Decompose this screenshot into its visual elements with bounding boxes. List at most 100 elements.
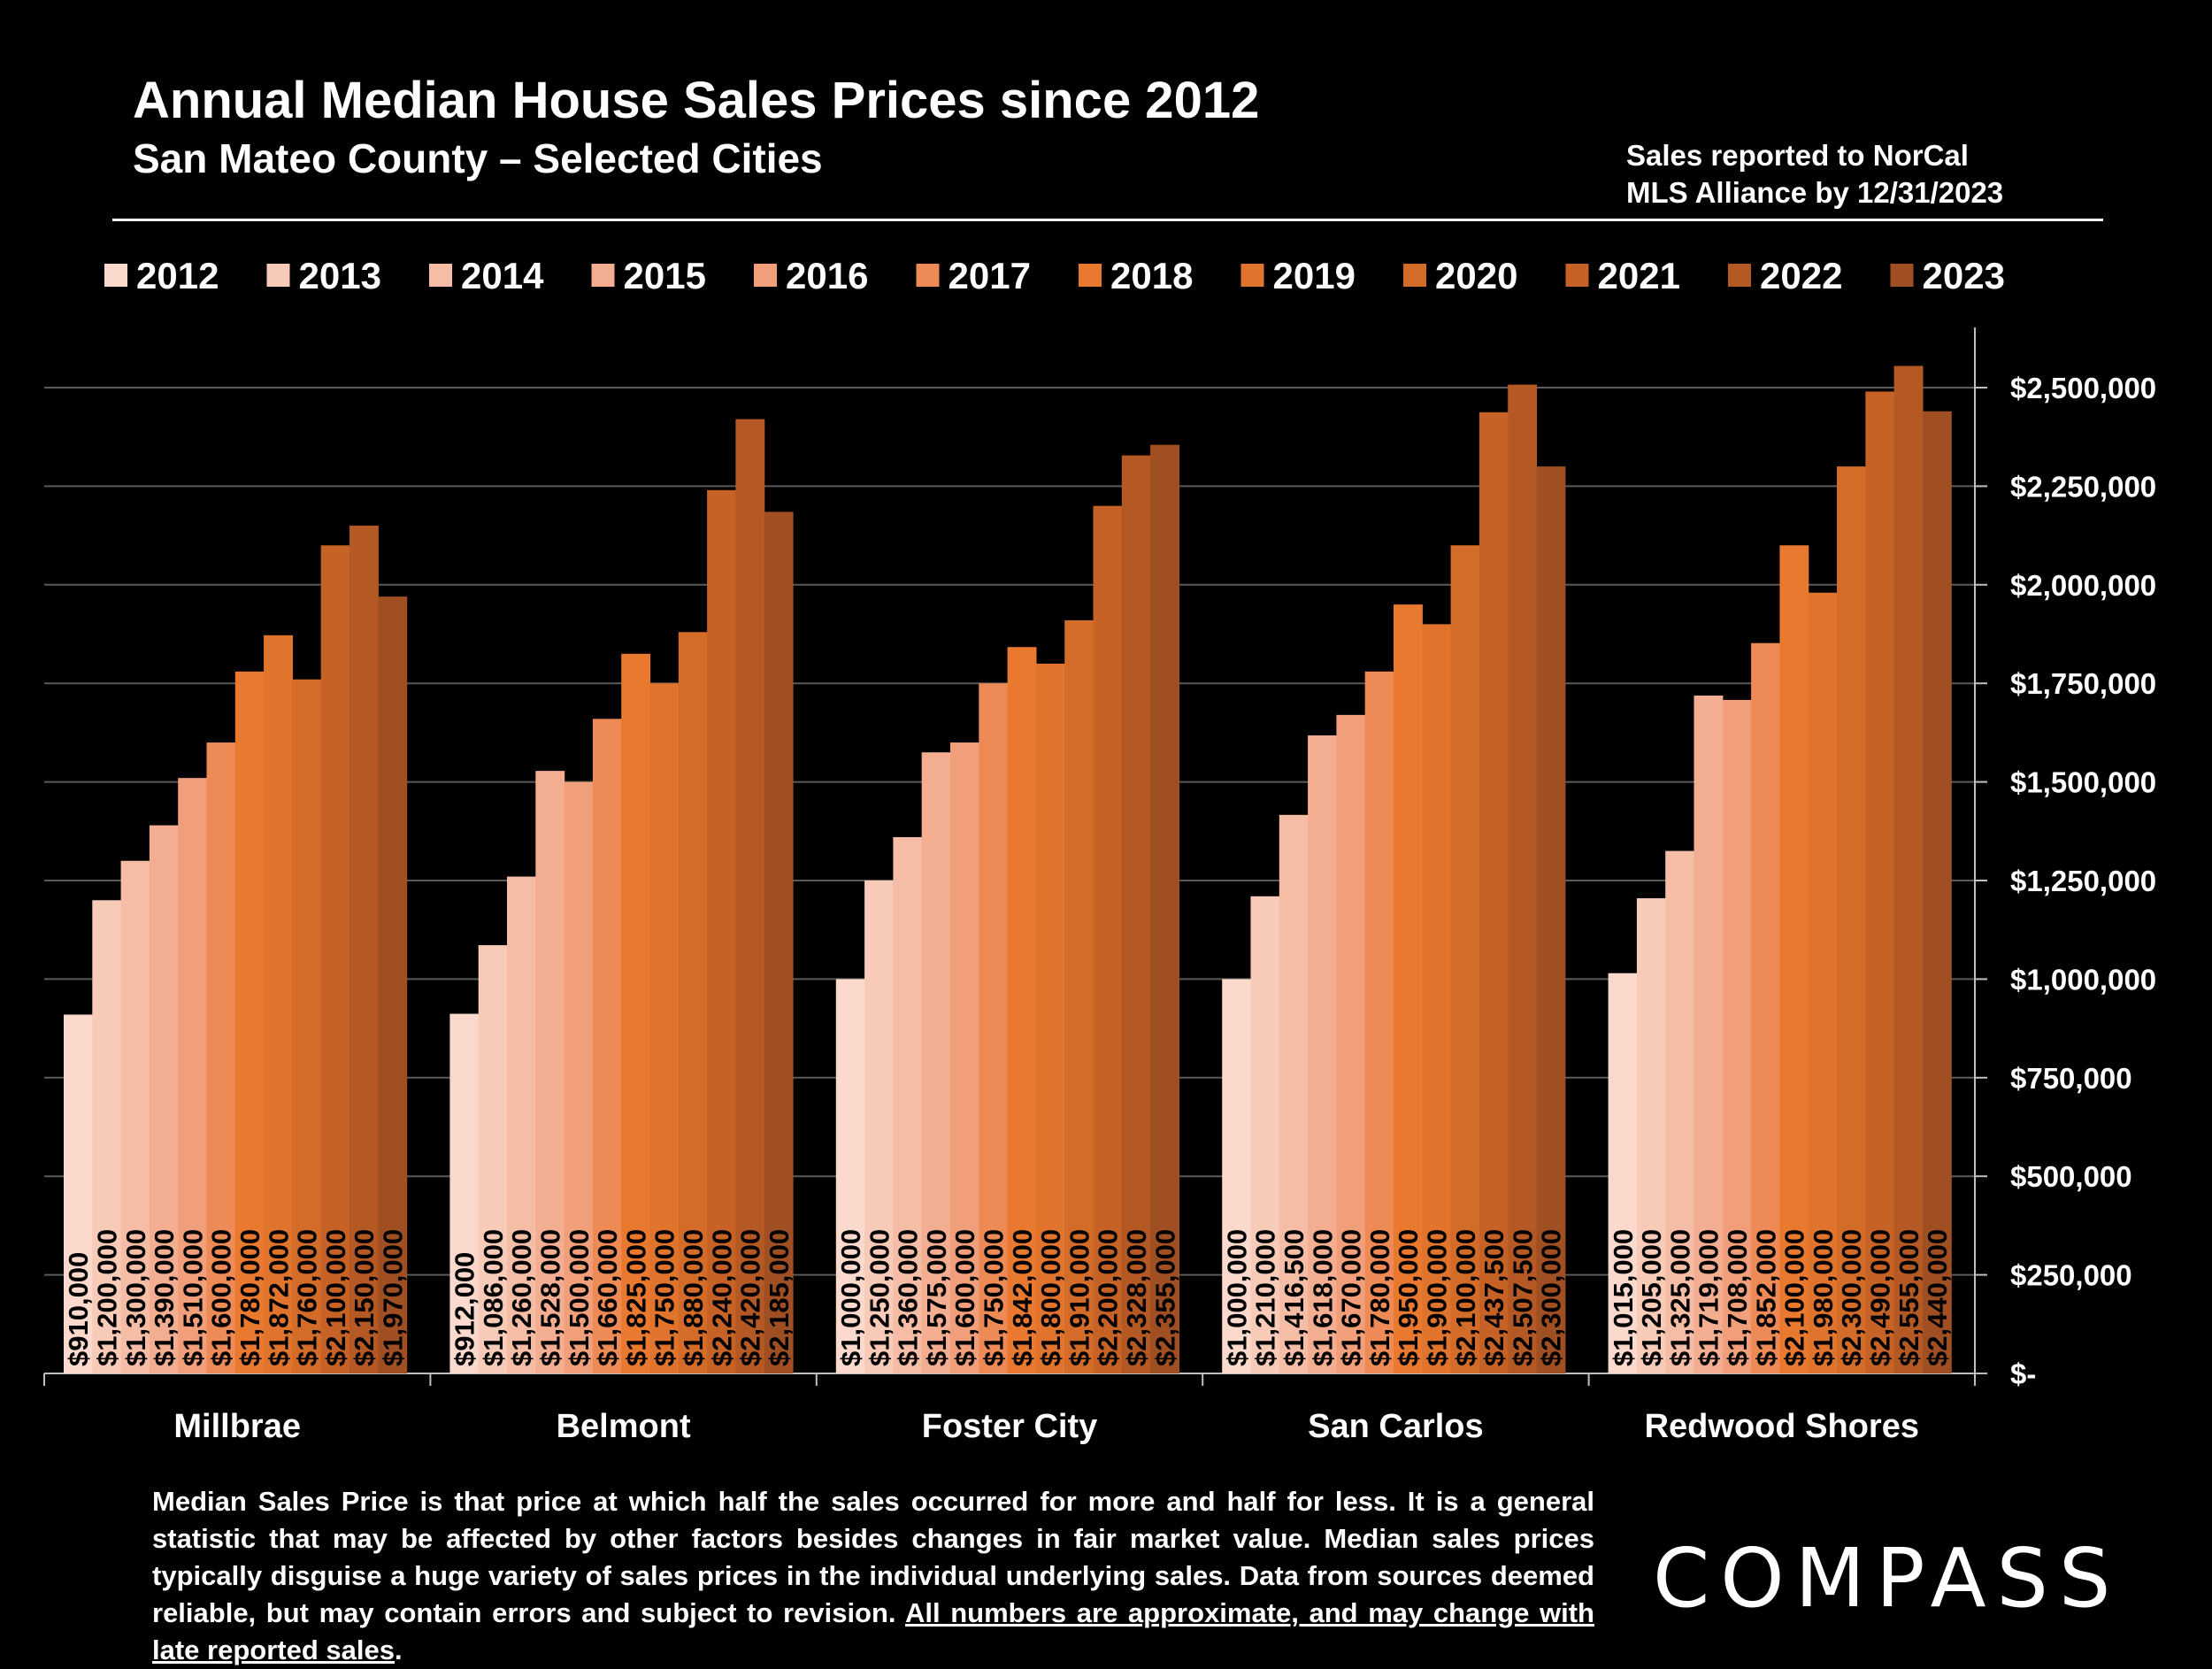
bar-2020 <box>678 632 708 1373</box>
data-label: $1,205,000 <box>1636 1229 1667 1366</box>
legend-label-2013: 2013 <box>299 255 381 296</box>
legend-label-2015: 2015 <box>624 255 706 296</box>
chart-subtitle: San Mateo County – Selected Cities <box>133 135 823 181</box>
data-label: $2,100,000 <box>1779 1229 1810 1366</box>
header-divider <box>112 219 2103 221</box>
bar-2017 <box>592 719 622 1373</box>
bar-2018 <box>1394 604 1423 1373</box>
data-label: $1,842,000 <box>1007 1229 1038 1366</box>
bar-chart: $-$250,000$500,000$750,000$1,000,000$1,2… <box>43 255 2156 1445</box>
legend-swatch-2020 <box>1403 264 1426 287</box>
data-label: $2,555,000 <box>1893 1229 1924 1366</box>
data-label: $1,780,000 <box>1364 1229 1395 1366</box>
bar-2020 <box>1837 466 1866 1373</box>
data-label: $2,150,000 <box>349 1229 380 1366</box>
bar-2022 <box>735 419 765 1374</box>
y-tick-label: $2,500,000 <box>2010 372 2156 404</box>
bar-2022 <box>349 525 379 1373</box>
bar-2021 <box>1479 411 1509 1374</box>
data-label: $1,825,000 <box>620 1229 651 1366</box>
source-note-line2: MLS Alliance by 12/31/2023 <box>1626 176 2004 209</box>
data-label: $1,970,000 <box>377 1229 408 1366</box>
data-label: $1,660,000 <box>592 1229 623 1366</box>
bar-2013 <box>864 881 894 1373</box>
bar-2017 <box>1364 671 1394 1373</box>
bar-2018 <box>1779 545 1809 1373</box>
bar-2018 <box>621 653 651 1373</box>
source-note: Sales reported to NorCal MLS Alliance by… <box>1626 137 2086 212</box>
legend-label-2012: 2012 <box>136 255 219 296</box>
bar-2021 <box>707 489 736 1373</box>
bar-2016 <box>1336 714 1366 1373</box>
data-label: $2,100,000 <box>320 1229 351 1366</box>
legend-label-2019: 2019 <box>1273 255 1356 296</box>
data-label: $1,719,000 <box>1694 1229 1724 1366</box>
bar-2012 <box>835 979 865 1373</box>
legend-swatch-2017 <box>916 264 940 287</box>
data-label: $1,910,000 <box>1064 1229 1094 1366</box>
bar-2012 <box>1608 973 1638 1373</box>
bar-2017 <box>1751 642 1780 1373</box>
data-label: $1,260,000 <box>506 1229 537 1366</box>
y-tick-label: $1,000,000 <box>2010 963 2156 996</box>
data-label: $1,015,000 <box>1608 1229 1639 1366</box>
data-label: $1,390,000 <box>149 1229 180 1366</box>
data-label: $1,618,000 <box>1307 1229 1338 1366</box>
legend-label-2017: 2017 <box>949 255 1031 296</box>
data-label: $2,328,000 <box>1121 1229 1152 1366</box>
legend-label-2021: 2021 <box>1598 255 1680 296</box>
data-label: $1,780,000 <box>234 1229 265 1366</box>
footnote-text: Median Sales Price is that price at whic… <box>152 1486 1594 1628</box>
bar-2021 <box>1093 505 1123 1373</box>
bar-2017 <box>206 742 236 1373</box>
data-label: $1,880,000 <box>678 1229 709 1366</box>
data-label: $2,420,000 <box>735 1229 766 1366</box>
bar-2015 <box>149 825 179 1373</box>
data-label: $1,950,000 <box>1393 1229 1424 1366</box>
bar-2023 <box>764 511 794 1373</box>
legend-swatch-2015 <box>591 264 615 287</box>
data-label: $1,575,000 <box>921 1229 952 1366</box>
data-label: $1,528,000 <box>534 1229 565 1366</box>
legend-swatch-2014 <box>429 264 452 287</box>
bar-2014 <box>1665 850 1695 1373</box>
data-label: $1,360,000 <box>893 1229 924 1366</box>
bar-2015 <box>921 752 951 1373</box>
legend-label-2014: 2014 <box>461 255 544 296</box>
y-tick-label: $500,000 <box>2010 1160 2132 1193</box>
data-label: $1,872,000 <box>263 1229 294 1366</box>
x-category-label: San Carlos <box>1308 1408 1484 1445</box>
data-label: $1,000,000 <box>835 1229 866 1366</box>
legend-swatch-2016 <box>754 264 777 287</box>
data-label: $2,437,500 <box>1479 1229 1509 1366</box>
bar-2022 <box>1121 455 1151 1373</box>
bar-2023 <box>1922 411 1952 1374</box>
data-label: $2,440,000 <box>1922 1229 1953 1366</box>
y-tick-label: $2,250,000 <box>2010 470 2156 503</box>
bar-2014 <box>1279 814 1309 1373</box>
chart-title: Annual Median House Sales Prices since 2… <box>133 72 1260 129</box>
bar-2013 <box>1250 896 1280 1373</box>
data-label: $1,670,000 <box>1336 1229 1367 1366</box>
legend-swatch-2021 <box>1565 264 1589 287</box>
data-label: $2,507,500 <box>1507 1229 1538 1366</box>
legend-label-2022: 2022 <box>1760 255 1842 296</box>
data-label: $2,300,000 <box>1536 1229 1567 1366</box>
data-label: $2,240,000 <box>706 1229 737 1366</box>
bar-2018 <box>234 671 265 1373</box>
bar-2022 <box>1508 384 1538 1374</box>
bar-2017 <box>979 683 1009 1373</box>
footnote: Median Sales Price is that price at whic… <box>152 1483 1594 1669</box>
data-label: $1,210,000 <box>1250 1229 1281 1366</box>
data-label: $1,250,000 <box>864 1229 895 1366</box>
bar-2023 <box>378 596 408 1373</box>
data-label: $1,200,000 <box>91 1229 122 1366</box>
x-category-label: Foster City <box>922 1408 1097 1445</box>
data-label: $1,600,000 <box>949 1229 980 1366</box>
legend-swatch-2013 <box>266 264 290 287</box>
bar-2016 <box>564 781 594 1373</box>
bar-2014 <box>893 836 923 1373</box>
source-note-line1: Sales reported to NorCal <box>1626 139 1969 172</box>
bar-2013 <box>478 945 508 1373</box>
x-category-label: Millbrae <box>173 1408 301 1445</box>
